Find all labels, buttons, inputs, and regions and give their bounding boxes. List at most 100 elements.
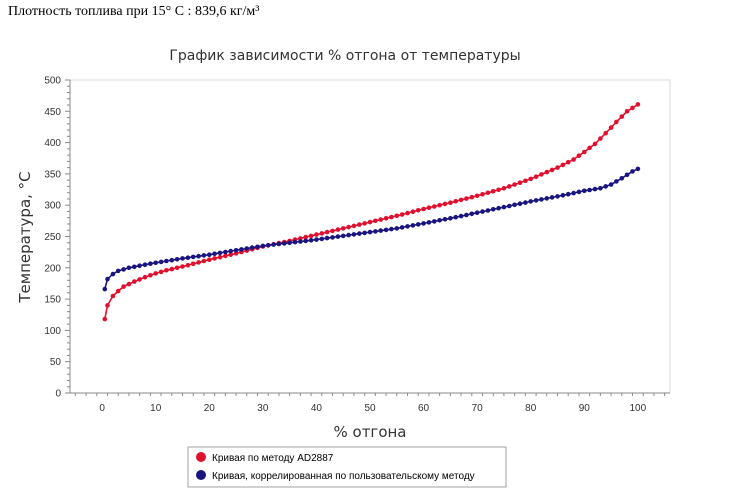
series-layer [102, 102, 641, 322]
series-1-point [549, 167, 555, 173]
series-1-point [630, 105, 635, 111]
series-2-point [207, 252, 212, 257]
series-2-point [174, 257, 180, 262]
x-axis: 0 10 20 30 40 50 60 70 80 90 100 [74, 393, 666, 414]
series-2-point [630, 169, 635, 174]
series-2-point [298, 239, 303, 244]
series-2-point [340, 233, 346, 239]
series-2-point [180, 256, 185, 261]
series-2-point [102, 286, 108, 292]
series-1-point [207, 257, 212, 263]
series-1-point [464, 196, 469, 201]
series-2-point [453, 214, 459, 220]
series-2-point [517, 201, 523, 206]
series-1-point [571, 157, 576, 162]
series-2-point [121, 267, 126, 272]
series-1-point [324, 229, 330, 235]
series-2-point [287, 240, 292, 246]
y-tick-label: 300 [44, 201, 61, 212]
series-2-point [330, 235, 335, 240]
series-1-point [560, 162, 566, 168]
series-1-point [394, 213, 400, 219]
series-1-point [399, 212, 405, 217]
y-tick-label: 400 [44, 138, 61, 149]
series-2-point [212, 251, 217, 257]
series-2-point [110, 271, 116, 277]
series-1-point [523, 178, 528, 184]
series-2-point [351, 232, 357, 237]
x-tick-label: 10 [150, 403, 162, 414]
series-1-point [614, 119, 619, 125]
series-1-point [340, 226, 346, 231]
x-tick-label: 80 [525, 403, 537, 414]
series-1-point [624, 109, 630, 114]
series-2-point [314, 237, 319, 242]
series-1-point [180, 264, 185, 269]
series-2-point [565, 191, 571, 197]
legend-marker-custom [196, 470, 206, 480]
y-tick-label: 250 [44, 232, 61, 243]
series-2-point [603, 184, 608, 189]
series-2-point [442, 217, 448, 222]
legend-marker-ad2887 [196, 452, 206, 462]
series-2-point [496, 205, 501, 211]
series-1-point [115, 288, 121, 294]
x-tick-label: 50 [364, 403, 376, 414]
series-1-point [228, 252, 233, 257]
series-1-point [533, 174, 539, 179]
series-1-point [448, 200, 453, 205]
series-1-point [485, 190, 491, 196]
series-2-point [126, 265, 132, 271]
series-2-point [426, 220, 432, 225]
series-1-point [367, 219, 373, 225]
series-2-point [346, 232, 351, 238]
legend-box [187, 446, 507, 488]
series-2-point [389, 226, 394, 232]
series-2-point [598, 186, 603, 191]
series-2-point [169, 257, 175, 263]
series-1-point [619, 114, 625, 119]
x-tick-label: 40 [311, 403, 323, 414]
series-1-point [421, 206, 426, 212]
series-2-point [474, 210, 480, 215]
x-axis-title: % отгона [334, 423, 407, 441]
series-2-point [421, 221, 426, 226]
series-1-point [373, 218, 378, 224]
series-2-point [635, 166, 641, 172]
series-2-point [383, 227, 389, 233]
series-2-point [539, 197, 544, 202]
series-2-point [555, 194, 560, 199]
series-1-point [335, 227, 341, 232]
legend: Кривая по методу AD2887 Кривая, коррелир… [187, 446, 507, 488]
series-1-point [314, 232, 319, 237]
series-2-point [292, 239, 298, 245]
series-1-point [517, 180, 523, 185]
series-2-point [260, 243, 266, 249]
x-tick-label: 100 [630, 403, 647, 414]
series-2-point [105, 276, 110, 282]
series-2-point [158, 259, 164, 265]
series-2-point [276, 241, 282, 247]
series-1-point [480, 192, 485, 197]
series-1-point [169, 266, 175, 272]
series-2-point [132, 264, 137, 270]
series-1-point [201, 258, 207, 264]
series-2-point [523, 200, 528, 205]
y-tick-label: 200 [44, 263, 61, 274]
series-1-point [346, 224, 351, 230]
series-1-point [153, 271, 158, 276]
series-1-point [196, 260, 201, 265]
series-1-point [426, 205, 432, 210]
series-2-point [464, 212, 469, 218]
series-1-point [212, 256, 217, 261]
series-2-point [142, 262, 148, 268]
series-2-point [608, 182, 614, 187]
series-1-point [137, 277, 142, 282]
series-1-point [592, 141, 598, 147]
series-1-point [383, 216, 389, 221]
series-1-point [330, 228, 335, 234]
series-2-point [469, 211, 475, 217]
series-2-point [196, 253, 201, 259]
series-2-point [512, 202, 517, 208]
